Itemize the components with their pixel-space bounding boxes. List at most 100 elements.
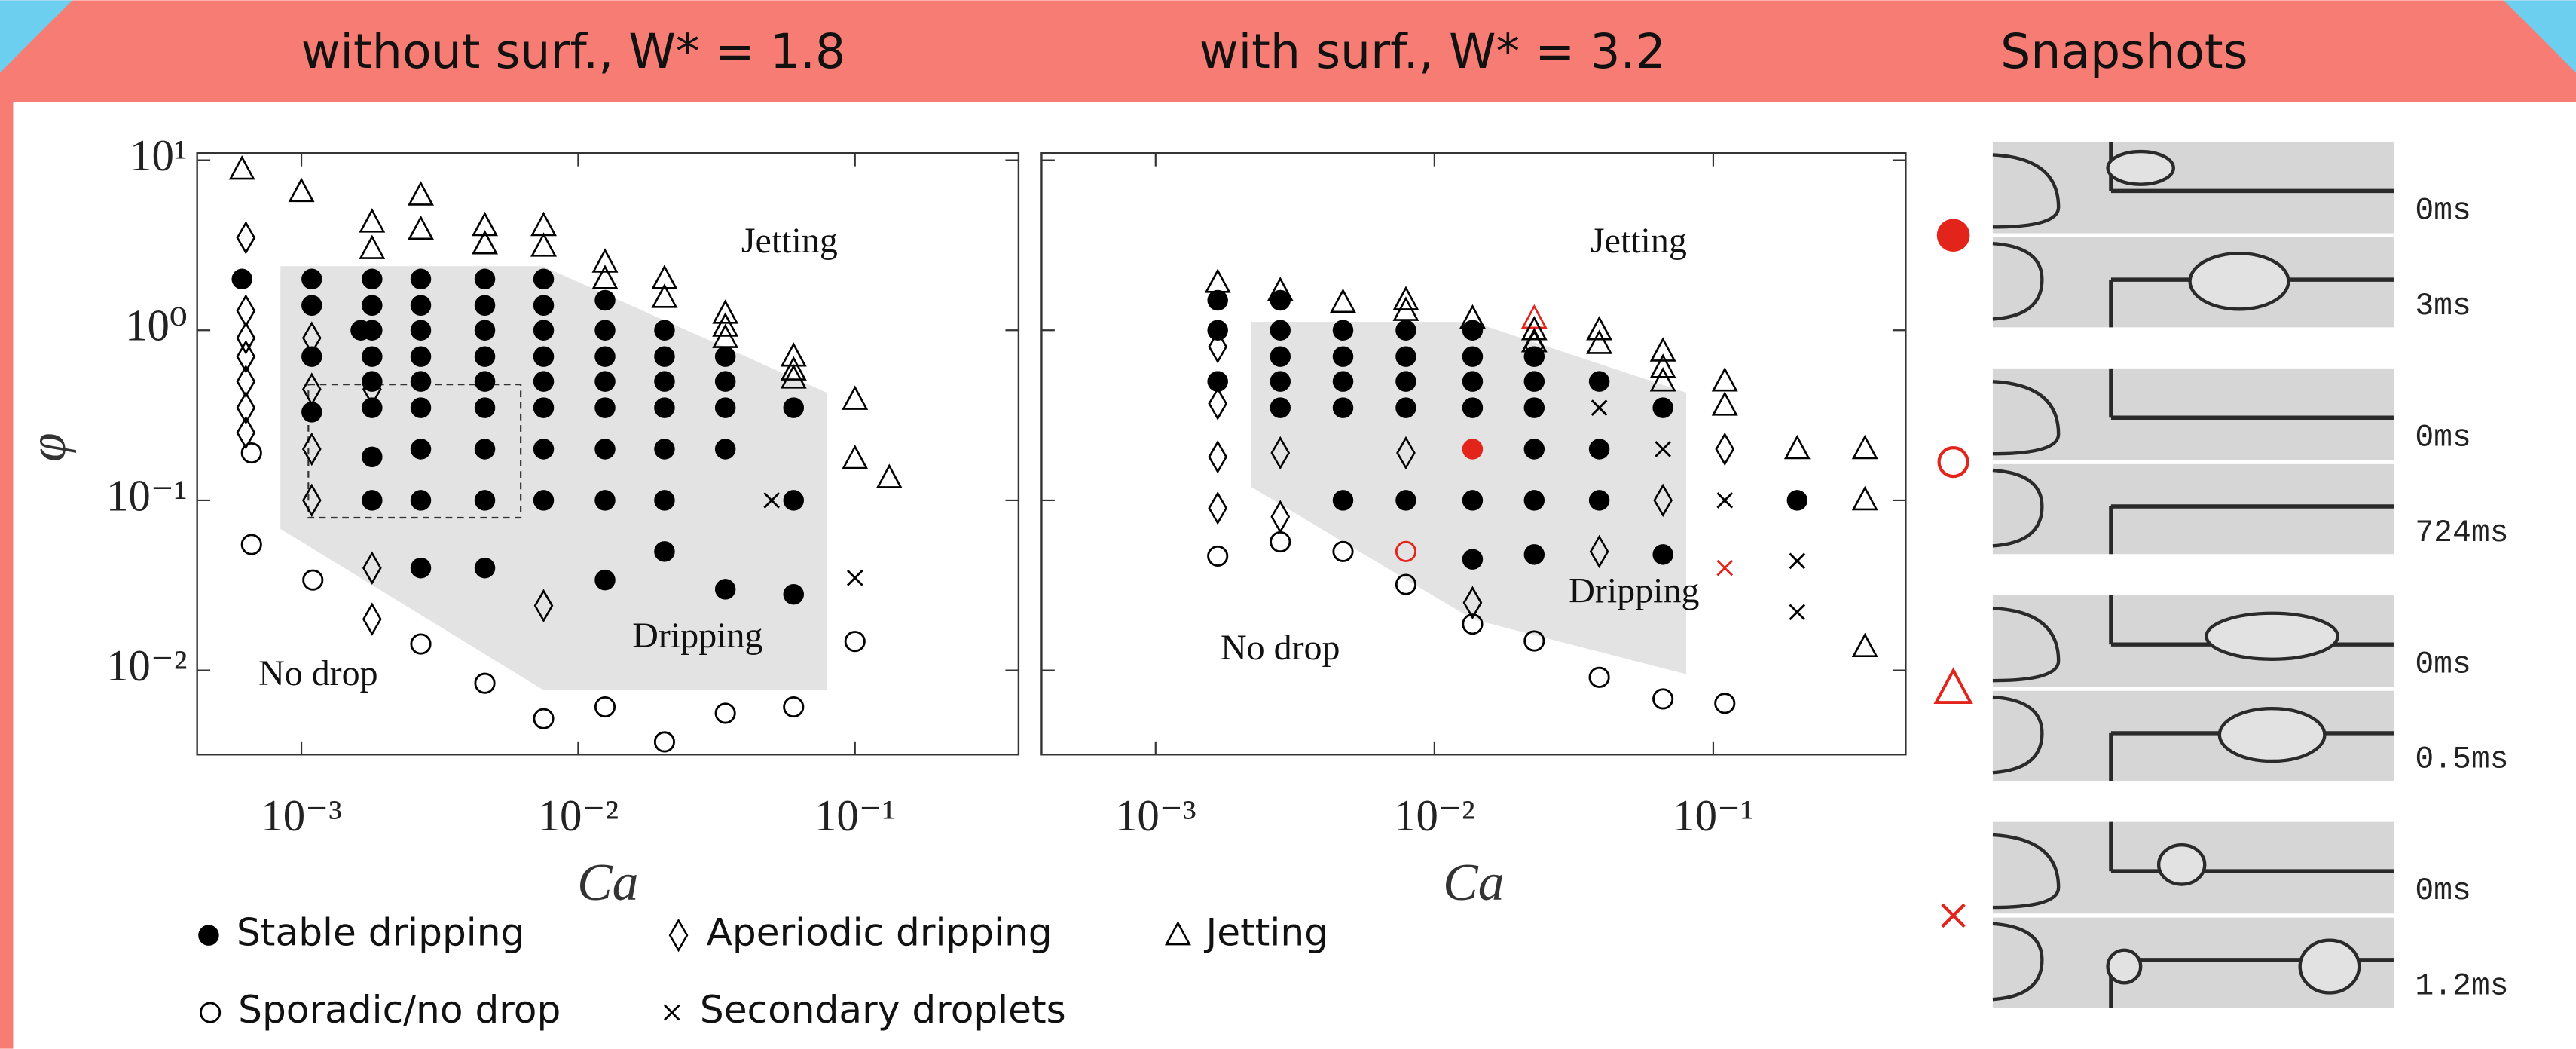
point (1333, 397, 1353, 417)
point (1395, 371, 1416, 391)
snapshot-time: 0ms (2415, 194, 2471, 228)
point (594, 290, 615, 310)
point (1589, 490, 1609, 510)
point (475, 558, 495, 578)
point (1333, 346, 1353, 366)
point (475, 320, 495, 340)
region-label: No drop (258, 653, 378, 693)
point (411, 320, 431, 340)
point (784, 397, 804, 417)
point (594, 320, 615, 340)
point (301, 346, 322, 366)
chart-title: with surf., W* = 3.2 (1199, 23, 1666, 79)
point (533, 439, 554, 459)
point (1462, 320, 1483, 340)
legend-label: Secondary droplets (700, 987, 1066, 1032)
point (1462, 439, 1483, 459)
point (411, 558, 431, 578)
chart-title: without surf., W* = 1.8 (301, 23, 846, 79)
droplet (2108, 950, 2141, 983)
point (533, 490, 554, 510)
point (1333, 371, 1353, 391)
y-tick-label: 10⁻² (106, 641, 188, 690)
point (1270, 397, 1291, 417)
droplet (2300, 940, 2359, 993)
point (1462, 371, 1483, 391)
figure: Snapshots without surf., W* = 1.8 Jetting… (0, 0, 2576, 1049)
point (594, 346, 615, 366)
legend-label: Stable dripping (237, 910, 524, 955)
point (1524, 544, 1545, 564)
point (715, 439, 735, 459)
point (594, 490, 615, 510)
point (475, 490, 495, 510)
point (362, 447, 382, 467)
y-tick-label: 10⁰ (125, 301, 187, 350)
point (301, 295, 322, 316)
point (1207, 290, 1227, 310)
point (533, 397, 554, 417)
point (1787, 490, 1807, 510)
point (362, 397, 382, 417)
point (1524, 439, 1545, 459)
snapshot-time: 3ms (2415, 289, 2471, 324)
snapshot-time: 0ms (2415, 421, 2471, 455)
point (475, 371, 495, 391)
point (411, 371, 431, 391)
legend-label: Jetting (1203, 910, 1328, 955)
point (1270, 346, 1291, 366)
point (1589, 439, 1609, 459)
legend-label: Sporadic/no drop (238, 987, 561, 1032)
point (411, 439, 431, 459)
point (533, 346, 554, 366)
y-tick-label: 10⁻¹ (106, 471, 188, 520)
point (475, 295, 495, 316)
y-tick-label: 10¹ (130, 131, 188, 180)
snapshots-title: Snapshots (2000, 23, 2248, 79)
point (784, 490, 804, 510)
point (1652, 544, 1673, 564)
point (533, 295, 554, 316)
point (1524, 397, 1545, 417)
point (594, 439, 615, 459)
droplet (2108, 151, 2174, 185)
point (533, 269, 554, 289)
point (1395, 320, 1416, 340)
region-label: No drop (1221, 628, 1340, 668)
point (1395, 346, 1416, 366)
region-label: Dripping (1569, 571, 1699, 611)
point (715, 579, 735, 599)
droplet (2159, 845, 2205, 884)
region-label: Dripping (632, 616, 762, 656)
y-axis-label: φ (19, 433, 77, 462)
x-tick-label: 10⁻¹ (814, 791, 896, 840)
x-tick-label: 10⁻³ (1115, 791, 1196, 840)
point (362, 269, 382, 289)
snapshot-time: 0ms (2415, 647, 2471, 682)
point (475, 397, 495, 417)
point (411, 397, 431, 417)
point (715, 346, 735, 366)
point (362, 346, 382, 366)
snapshot-time: 0.5ms (2415, 743, 2508, 778)
point (533, 371, 554, 391)
point (654, 397, 674, 417)
x-tick-label: 10⁻² (1394, 791, 1475, 840)
point (301, 269, 322, 289)
point (784, 584, 804, 604)
point (1524, 490, 1545, 510)
point (1395, 397, 1416, 417)
point (1395, 490, 1416, 510)
point (475, 439, 495, 459)
point (1462, 549, 1483, 569)
point (594, 397, 615, 417)
point (411, 346, 431, 366)
region-label: Jetting (741, 221, 838, 261)
point (1333, 490, 1353, 510)
point (411, 295, 431, 316)
point (362, 320, 382, 340)
x-tick-label: 10⁻² (538, 791, 619, 840)
point (654, 439, 674, 459)
point (1270, 320, 1291, 340)
point (475, 346, 495, 366)
